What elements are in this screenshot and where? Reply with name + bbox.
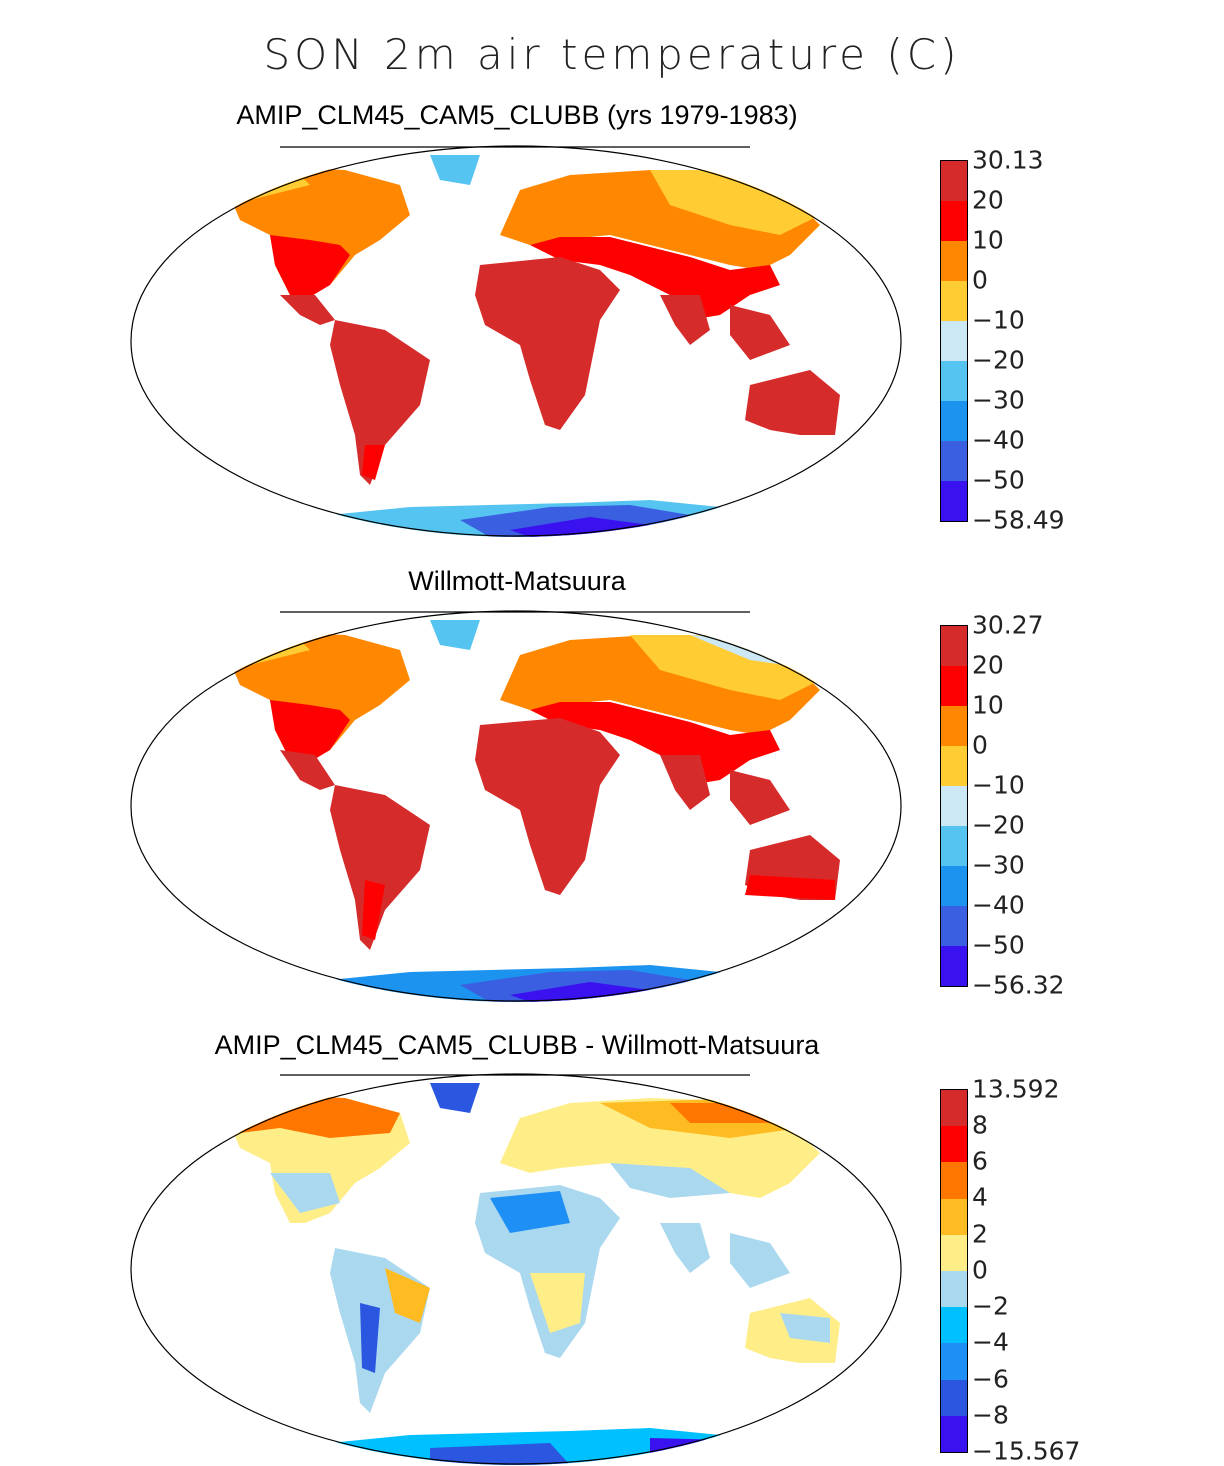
land-south-america [330,1248,430,1413]
colorbar-model-label: −58.49 [972,505,1065,535]
colorbar-diff-swatch [941,1090,967,1127]
colorbar-model-swatch [941,321,967,361]
colorbar-obs-label: 30.27 [972,610,1044,640]
land-africa [475,718,620,895]
colorbar-model-swatch [941,281,967,321]
land-south-america [330,320,430,485]
colorbar-model-label: −10 [972,305,1025,335]
colorbar-diff-swatch [941,1343,967,1380]
land-south-america [330,785,430,950]
colorbar-obs-swatch [941,626,967,666]
colorbar-diff-swatch [941,1415,967,1452]
map-model [130,145,902,537]
colorbar-diff-label: −8 [972,1400,1009,1430]
colorbar-model-swatch [941,481,967,521]
colorbar-model-swatch [941,241,967,281]
colorbar-obs-swatch [941,826,967,866]
land-australia [745,370,840,435]
colorbar-diff-label: 0 [972,1255,988,1285]
land-north-america [225,167,410,295]
colorbar-model-swatch [941,401,967,441]
colorbar-diff-swatch [941,1162,967,1199]
colorbar-model-label: −40 [972,425,1025,455]
colorbar-obs-label: −20 [972,810,1025,840]
colorbar-obs-label: −30 [972,850,1025,880]
colorbar-model-label: −20 [972,345,1025,375]
colorbar-diff-label: −6 [972,1364,1009,1394]
colorbar-diff-swatch [941,1126,967,1163]
colorbar-diff-label: 4 [972,1182,988,1212]
colorbar-diff-label: 8 [972,1110,988,1140]
colorbar-obs-swatch [941,906,967,946]
colorbar-model-swatch [941,441,967,481]
colorbar-model-swatch [941,361,967,401]
colorbar-obs-label: 10 [972,690,1004,720]
colorbar-obs-swatch [941,866,967,906]
colorbar-model-label: 10 [972,225,1004,255]
colorbar-obs-swatch [941,706,967,746]
colorbar-diff-swatch [941,1379,967,1416]
colorbar-obs-label: −56.32 [972,970,1065,1000]
colorbar-obs-label: 20 [972,650,1004,680]
colorbar-diff-swatches [940,1089,968,1453]
colorbar-diff-label: 13.592 [972,1074,1060,1104]
colorbar-obs-label: −50 [972,930,1025,960]
colorbar-diff-swatch [941,1234,967,1271]
colorbar-diff-swatch [941,1198,967,1235]
colorbar-model-swatch [941,201,967,241]
colorbar-diff-swatch [941,1271,967,1308]
colorbar-diff-label: 6 [972,1146,988,1176]
colorbar-model-label: −30 [972,385,1025,415]
colorbar-diff-label: 2 [972,1219,988,1249]
land-greenland [430,620,480,650]
figure-title: SON 2m air temperature (C) [263,30,961,79]
colorbar-obs-label: 0 [972,730,988,760]
colorbar-model-label: 30.13 [972,145,1044,175]
land-greenland [430,155,480,185]
land-greenland [430,1083,480,1113]
colorbar-diff-label: −2 [972,1291,1009,1321]
land-north-america [225,632,410,760]
colorbar-obs-swatches [940,625,968,987]
map-obs [130,610,902,1002]
colorbar-obs-swatch [941,666,967,706]
colorbar-obs-swatch [941,746,967,786]
colorbar-obs-swatch [941,946,967,986]
colorbar-diff-swatch [941,1307,967,1344]
colorbar-diff-label: −4 [972,1327,1009,1357]
panel-title-model: AMIP_CLM45_CAM5_CLUBB (yrs 1979-1983) [236,100,798,130]
colorbar-obs-label: −40 [972,890,1025,920]
colorbar-obs-swatch [941,786,967,826]
map-diff [130,1073,902,1465]
colorbar-model-label: 20 [972,185,1004,215]
colorbar-model-swatches [940,160,968,522]
panel-title-obs: Willmott-Matsuura [408,566,626,596]
colorbar-model-swatch [941,161,967,201]
colorbar-model-label: −50 [972,465,1025,495]
colorbar-model-label: 0 [972,265,988,295]
colorbar-obs-label: −10 [972,770,1025,800]
land-africa [475,257,620,430]
panel-title-diff: AMIP_CLM45_CAM5_CLUBB - Willmott-Matsuur… [214,1030,820,1060]
colorbar-diff-label: −15.567 [972,1436,1081,1466]
